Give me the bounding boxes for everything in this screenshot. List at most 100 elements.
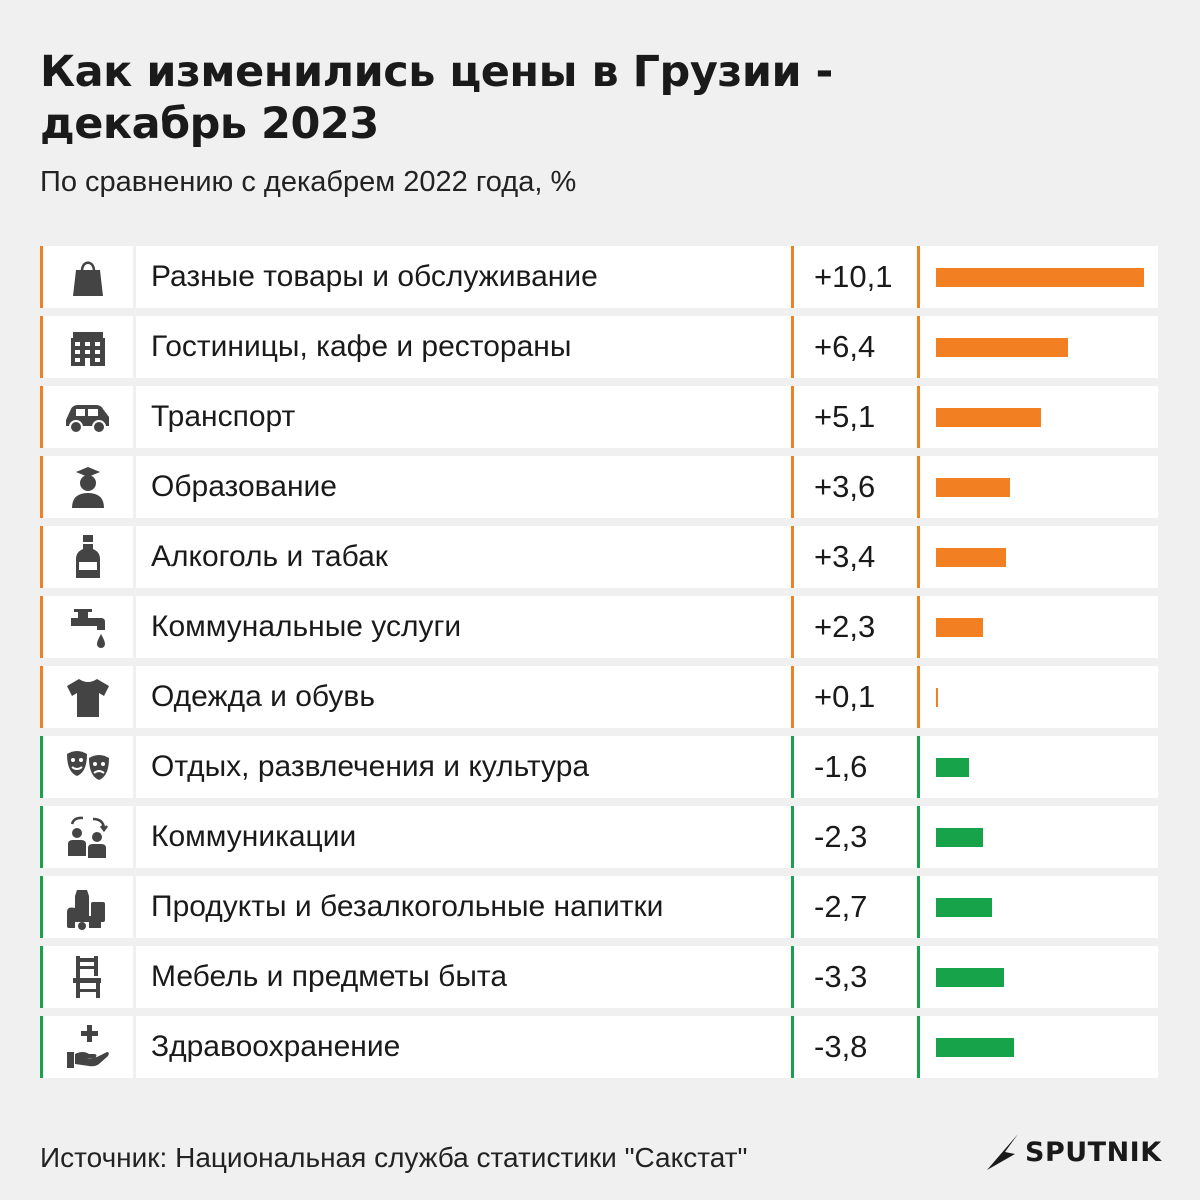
- value-label: +10,1: [814, 259, 893, 294]
- row-accent-line: [40, 386, 43, 448]
- value-divider: [791, 806, 794, 868]
- value-bar: [936, 968, 1004, 987]
- category-label: Одежда и обувь: [151, 680, 375, 713]
- value-divider: [791, 246, 794, 308]
- chart-row: Отдых, развлечения и культура -1,6: [40, 736, 1158, 798]
- bar-divider: [917, 876, 920, 938]
- row-accent-line: [40, 456, 43, 518]
- chair-icon: [43, 946, 133, 1008]
- row-divider: [133, 316, 136, 378]
- value-bar: [936, 688, 939, 707]
- value-label: -2,7: [814, 889, 868, 924]
- bar-divider: [917, 386, 920, 448]
- value-label: -3,8: [814, 1029, 868, 1064]
- category-label: Образование: [151, 470, 337, 503]
- healthcare-hand-icon: [43, 1016, 133, 1078]
- value-bar: [936, 1038, 1015, 1057]
- value-divider: [791, 596, 794, 658]
- source-note: Источник: Национальная служба статистики…: [40, 1142, 748, 1173]
- value-divider: [791, 386, 794, 448]
- row-divider: [133, 736, 136, 798]
- value-divider: [791, 876, 794, 938]
- chart-row: Здравоохранение -3,8: [40, 1016, 1158, 1078]
- value-label: -3,3: [814, 959, 868, 994]
- row-divider: [133, 666, 136, 728]
- value-bar: [936, 618, 984, 637]
- category-label: Транспорт: [151, 400, 296, 433]
- value-bar: [936, 478, 1011, 497]
- category-label: Разные товары и обслуживание: [151, 260, 598, 293]
- sputnik-star-icon: [987, 1134, 1018, 1170]
- category-label: Мебель и предметы быта: [151, 960, 508, 993]
- bar-divider: [917, 526, 920, 588]
- value-bar: [936, 268, 1144, 287]
- car-icon: [43, 386, 133, 448]
- chart-row: Мебель и предметы быта -3,3: [40, 946, 1158, 1008]
- tshirt-icon: [43, 666, 133, 728]
- value-bar: [936, 548, 1007, 567]
- category-label: Коммунальные услуги: [151, 610, 462, 643]
- bar-divider: [917, 456, 920, 518]
- row-accent-line: [40, 946, 43, 1008]
- value-divider: [791, 666, 794, 728]
- row-divider: [133, 526, 136, 588]
- chart-row: Коммунальные услуги +2,3: [40, 596, 1158, 658]
- row-accent-line: [40, 316, 43, 378]
- bar-divider: [917, 246, 920, 308]
- value-divider: [791, 1016, 794, 1078]
- value-bar: [936, 898, 992, 917]
- value-divider: [791, 736, 794, 798]
- shopping-bag-icon: [43, 246, 133, 308]
- graduate-icon: [43, 456, 133, 518]
- row-accent-line: [40, 1016, 43, 1078]
- row-accent-line: [40, 526, 43, 588]
- bar-divider: [917, 316, 920, 378]
- value-label: +3,6: [814, 469, 876, 504]
- hotel-building-icon: [43, 316, 133, 378]
- page-subtitle: По сравнению с декабрем 2022 года, %: [40, 166, 577, 198]
- value-bar: [936, 758, 969, 777]
- chart-rows: Разные товары и обслуживание +10,1 Гостини…: [40, 246, 1158, 1086]
- chart-row: Транспорт +5,1: [40, 386, 1158, 448]
- row-accent-line: [40, 806, 43, 868]
- category-label: Коммуникации: [151, 820, 357, 853]
- bar-divider: [917, 596, 920, 658]
- value-label: -1,6: [814, 749, 868, 784]
- bar-divider: [917, 1016, 920, 1078]
- bar-divider: [917, 946, 920, 1008]
- category-label: Алкоголь и табак: [151, 540, 388, 573]
- faucet-icon: [43, 596, 133, 658]
- value-label: +0,1: [814, 679, 876, 714]
- category-label: Здравоохранение: [151, 1030, 401, 1063]
- row-accent-line: [40, 876, 43, 938]
- theater-masks-icon: [43, 736, 133, 798]
- chart-row: Алкоголь и табак +3,4: [40, 526, 1158, 588]
- row-divider: [133, 246, 136, 308]
- value-bar: [936, 408, 1042, 427]
- value-label: +6,4: [814, 329, 876, 364]
- row-divider: [133, 596, 136, 658]
- chart-row: Одежда и обувь +0,1: [40, 666, 1158, 728]
- row-accent-line: [40, 736, 43, 798]
- value-label: +3,4: [814, 539, 876, 574]
- page-title: Как изменились цены в Грузии - декабрь 2…: [40, 47, 833, 149]
- bar-divider: [917, 736, 920, 798]
- logo-text: SPUTNIK: [1025, 1136, 1162, 1168]
- value-bar: [936, 828, 984, 847]
- category-label: Гостиницы, кафе и рестораны: [151, 330, 572, 363]
- communication-people-icon: [43, 806, 133, 868]
- chart-row: Гостиницы, кафе и рестораны +6,4: [40, 316, 1158, 378]
- value-divider: [791, 456, 794, 518]
- sputnik-logo: SPUTNIK: [985, 1132, 1162, 1172]
- chart-row: Образование +3,6: [40, 456, 1158, 518]
- row-accent-line: [40, 246, 43, 308]
- value-label: +2,3: [814, 609, 876, 644]
- row-divider: [133, 946, 136, 1008]
- chart-row: Разные товары и обслуживание +10,1: [40, 246, 1158, 308]
- bar-divider: [917, 666, 920, 728]
- chart-row: Коммуникации -2,3: [40, 806, 1158, 868]
- row-divider: [133, 456, 136, 518]
- row-accent-line: [40, 596, 43, 658]
- chart-row: Продукты и безалкогольные напитки -2,7: [40, 876, 1158, 938]
- category-label: Отдых, развлечения и культура: [151, 750, 590, 783]
